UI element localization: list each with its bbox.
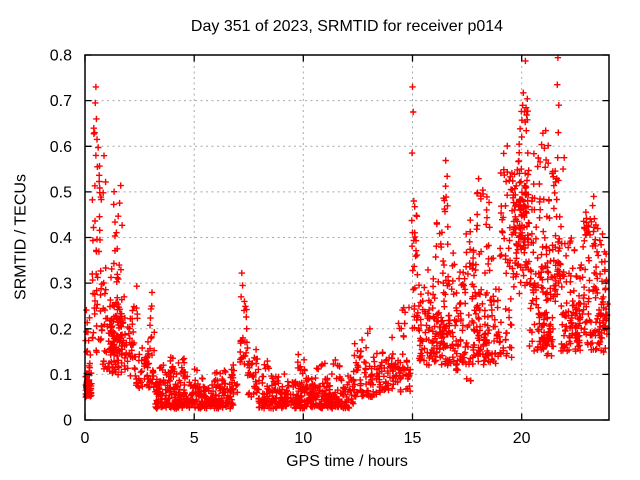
y-tick-label: 0.7	[50, 93, 72, 110]
x-axis-title: GPS time / hours	[286, 453, 408, 470]
y-tick-label: 0.2	[50, 321, 72, 338]
y-tick-label: 0.5	[50, 184, 72, 201]
x-tick-label: 5	[190, 430, 199, 447]
axis-tick-marks	[84, 54, 609, 421]
chart-title: Day 351 of 2023, SRMTID for receiver p01…	[190, 18, 504, 35]
y-tick-label: 0.6	[50, 139, 72, 156]
x-tick-label: 10	[294, 430, 312, 447]
y-tick-label: 0.4	[50, 230, 72, 247]
y-tick-label: 0.3	[50, 276, 72, 293]
y-tick-label: 0	[63, 413, 72, 430]
x-tick-label: 20	[513, 430, 531, 447]
y-tick-label: 0.8	[50, 48, 72, 65]
y-tick-label: 0.1	[50, 367, 72, 384]
x-tick-label: 15	[404, 430, 422, 447]
scatter-points	[82, 54, 611, 412]
x-tick-label: 0	[81, 430, 90, 447]
